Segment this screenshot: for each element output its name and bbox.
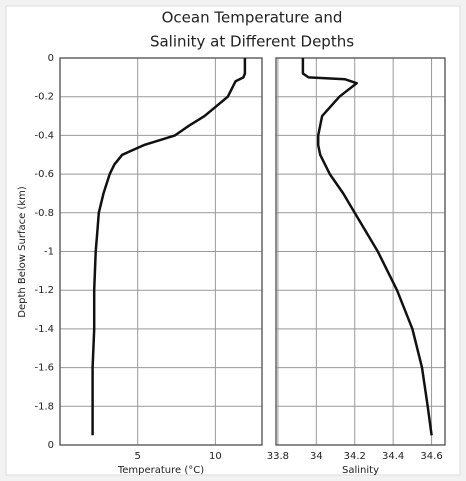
- x-tick-label: 34.4: [382, 451, 404, 462]
- x-tick-label: 33.8: [267, 451, 289, 462]
- y-tick-label: -1.2: [34, 285, 54, 296]
- y-tick-label: -0.6: [34, 169, 54, 180]
- y-axis-label: Depth Below Surface (km): [17, 186, 28, 318]
- data-line: [91, 58, 247, 436]
- y-tick-label: -1.8: [34, 401, 54, 412]
- x-axis-label: Salinity: [342, 465, 379, 476]
- x-tick-label: 34.2: [344, 451, 366, 462]
- plot-frame-border: [59, 57, 263, 446]
- plot-frame-border: [275, 57, 446, 446]
- y-tick-label: -1.6: [34, 363, 54, 374]
- x-tick-label: 10: [209, 451, 222, 462]
- x-axis-label: Temperature (°C): [117, 465, 204, 476]
- chart-title: Ocean Temperature and: [162, 9, 343, 27]
- x-tick-label: 34: [310, 451, 323, 462]
- y-tick-label: -0.8: [34, 208, 54, 219]
- y-tick-label: -0.2: [34, 92, 54, 103]
- x-tick-label: 5: [135, 451, 141, 462]
- chart-title: Salinity at Different Depths: [150, 33, 354, 51]
- y-tick-label: 0: [48, 440, 54, 451]
- y-tick-label: -0.4: [34, 130, 54, 141]
- y-tick-label: -1.4: [34, 324, 54, 335]
- y-tick-label: 0: [48, 53, 54, 64]
- x-tick-label: 34.6: [420, 451, 442, 462]
- y-tick-label: -1: [44, 247, 54, 258]
- data-line: [301, 58, 433, 436]
